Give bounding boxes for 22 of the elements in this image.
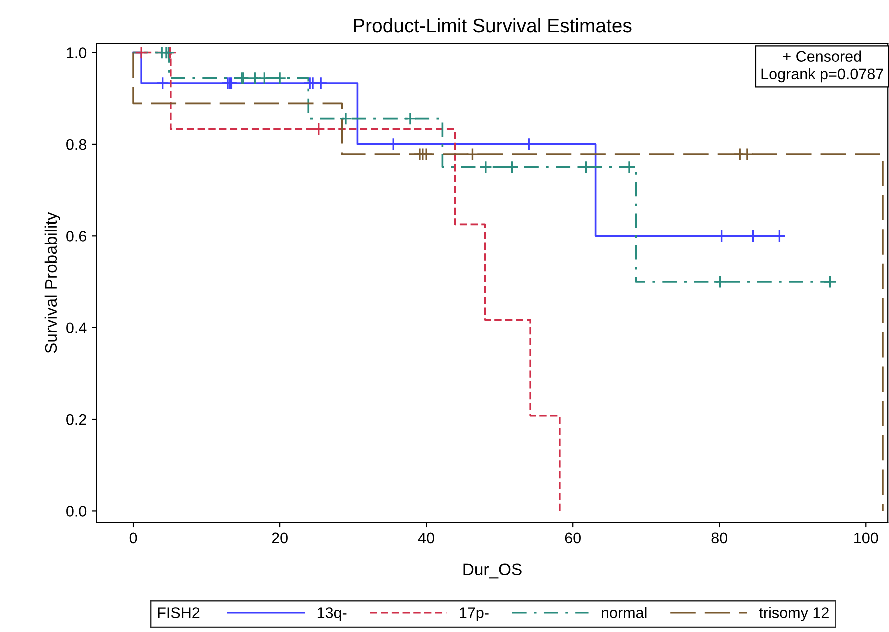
annotation: Logrank p=0.0787 bbox=[762, 68, 884, 83]
legend-label: 13q- bbox=[318, 608, 347, 622]
x-tick-label: 60 bbox=[565, 532, 581, 544]
x-tick-label: 20 bbox=[272, 532, 288, 544]
x-tick-label: 0 bbox=[130, 532, 138, 544]
y-axis-title: Survival Probability bbox=[44, 212, 60, 354]
legend-title: FISH2 bbox=[158, 608, 200, 618]
x-tick-label: 40 bbox=[418, 532, 434, 544]
x-tick-label: 80 bbox=[712, 532, 728, 544]
legend-label: trisomy 12 bbox=[759, 607, 829, 622]
y-tick-label: 0.2 bbox=[66, 414, 86, 426]
legend-label: normal bbox=[602, 607, 647, 618]
y-tick-label: 0.4 bbox=[66, 322, 87, 334]
legend-label: 17p- bbox=[460, 608, 489, 622]
y-tick-label: 1.0 bbox=[67, 48, 87, 58]
y-tick-label: 0.6 bbox=[66, 231, 87, 242]
annotation: + Censored bbox=[783, 50, 862, 62]
chart-title: Product-Limit Survival Estimates bbox=[354, 18, 632, 33]
y-tick-label: 0.0 bbox=[66, 506, 87, 517]
y-tick-label: 0.8 bbox=[66, 139, 87, 150]
x-tick-label: 100 bbox=[854, 532, 878, 544]
x-axis-title: Dur_OS bbox=[464, 564, 522, 579]
